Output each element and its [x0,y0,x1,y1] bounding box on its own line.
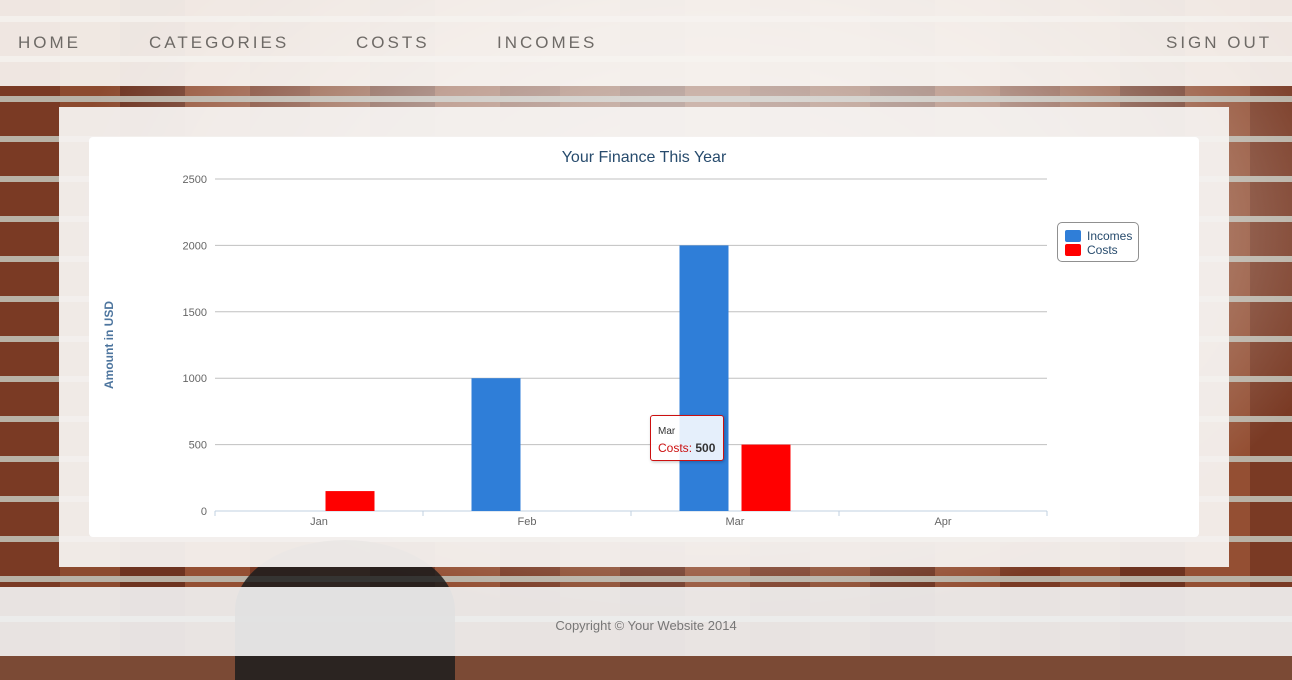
tooltip-value-line: Costs: 500 [658,441,715,455]
y-axis-title: Amount in USD [102,301,116,389]
tooltip-separator: : [688,441,696,455]
y-tick-label-2500: 2500 [183,174,207,186]
chart-tooltip: Mar Costs: 500 [650,415,724,461]
y-tick-label-1000: 1000 [183,373,207,385]
nav-costs-link[interactable]: COSTS [356,33,430,52]
nav-incomes-link[interactable]: INCOMES [497,33,598,52]
x-tick-label-jan: Jan [310,516,328,528]
legend-label-costs: Costs [1087,243,1118,257]
y-tick-label-500: 500 [189,440,207,452]
nav-home-link[interactable]: HOME [18,33,81,52]
chart-title: Your Finance This Year [562,149,727,166]
nav-categories-link[interactable]: CATEGORIES [149,33,290,52]
tooltip-value: 500 [695,441,716,455]
chart-svg: Your Finance This Year Amount in USD 0 500 1… [102,149,1048,528]
bar-costs-jan [325,491,375,511]
bar-costs-mar [741,444,791,511]
x-tick-label-apr: Apr [934,516,951,528]
nav-sign-out-link[interactable]: SIGN OUT [1166,33,1273,52]
bar-incomes-feb [471,378,521,511]
top-navbar: HOME CATEGORIES COSTS INCOMES SIGN OUT [0,0,1292,86]
tooltip-category: Mar [658,426,676,437]
x-tick-label-feb: Feb [518,516,537,528]
footer: Copyright © Your Website 2014 [0,587,1292,656]
footer-copyright: Copyright © Your Website 2014 [555,618,737,633]
legend-swatch-costs [1065,244,1081,256]
chart-legend: Incomes Costs [1057,222,1139,262]
x-tick-label-mar: Mar [726,516,745,528]
legend-swatch-incomes [1065,230,1081,242]
bar-incomes-mar [679,245,729,511]
y-tick-label-2000: 2000 [183,240,207,252]
tooltip-series-name: Costs [658,441,689,455]
finance-chart: Your Finance This Year Amount in USD 0 500 1… [89,137,1199,537]
y-tick-label-0: 0 [201,506,207,518]
y-tick-label-1500: 1500 [183,307,207,319]
legend-label-incomes: Incomes [1087,229,1133,243]
